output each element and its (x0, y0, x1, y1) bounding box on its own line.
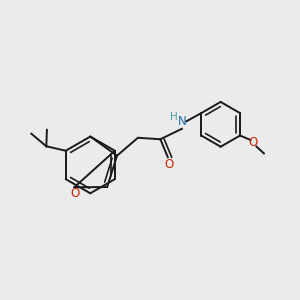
Text: O: O (165, 158, 174, 171)
Text: O: O (249, 136, 258, 149)
Text: N: N (178, 115, 186, 128)
Text: H: H (169, 112, 177, 122)
Text: O: O (70, 188, 80, 200)
